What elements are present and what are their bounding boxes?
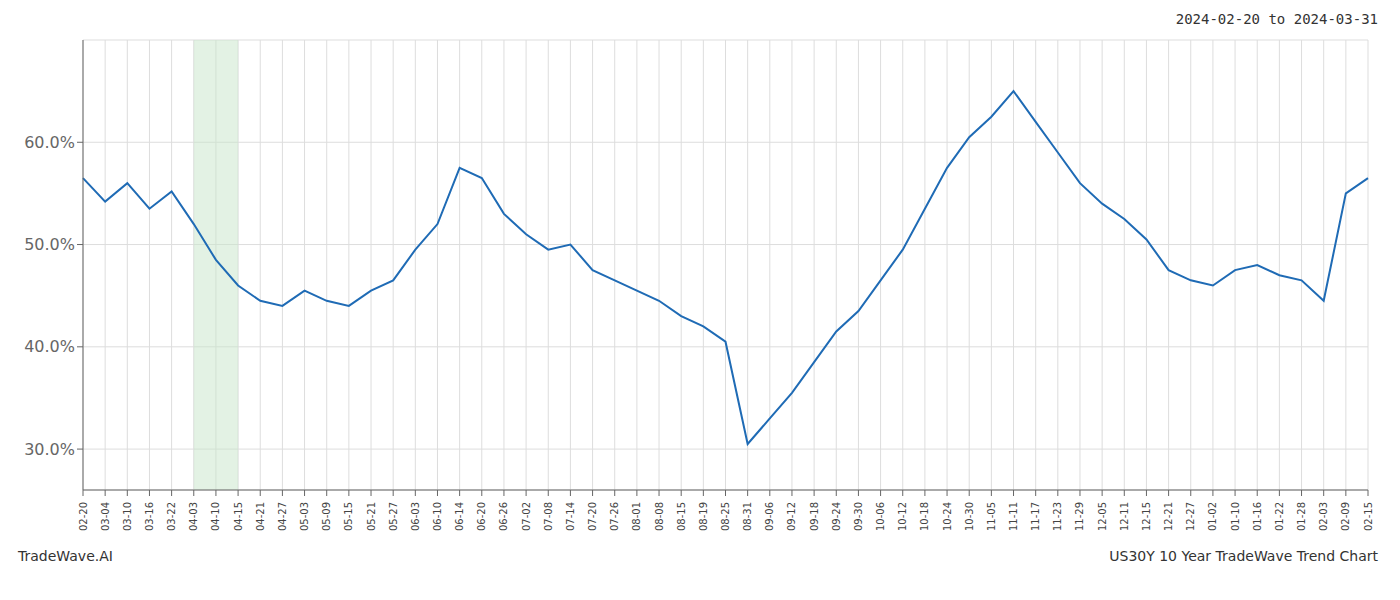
svg-text:02-15: 02-15: [1363, 502, 1374, 531]
svg-text:06-20: 06-20: [476, 502, 487, 531]
svg-text:05-21: 05-21: [366, 502, 377, 531]
html-text:TradeWave.AI: TradeWave.AI: [18, 548, 113, 564]
svg-text:06-26: 06-26: [498, 502, 509, 531]
svg-text:04-27: 04-27: [277, 502, 288, 531]
svg-text:02-09: 02-09: [1340, 502, 1351, 531]
svg-text:03-10: 03-10: [122, 502, 133, 531]
svg-text:09-18: 09-18: [809, 502, 820, 531]
svg-text:12-27: 12-27: [1185, 502, 1196, 531]
svg-text:05-27: 05-27: [388, 502, 399, 531]
svg-text:08-19: 08-19: [698, 502, 709, 531]
svg-text:09-12: 09-12: [786, 502, 797, 531]
svg-text:12-11: 12-11: [1119, 502, 1130, 531]
svg-text:10-30: 10-30: [964, 502, 975, 531]
svg-text:11-29: 11-29: [1074, 502, 1085, 531]
html-text:2024-02-20 to 2024-03-31: 2024-02-20 to 2024-03-31: [1175, 11, 1378, 27]
svg-text:50.0%: 50.0%: [24, 235, 75, 254]
svg-text:08-31: 08-31: [742, 502, 753, 531]
svg-text:05-15: 05-15: [343, 502, 354, 531]
svg-text:08-01: 08-01: [631, 502, 642, 531]
svg-text:10-12: 10-12: [897, 502, 908, 531]
svg-text:01-22: 01-22: [1274, 502, 1285, 531]
svg-text:10-18: 10-18: [919, 502, 930, 531]
svg-text:03-22: 03-22: [166, 502, 177, 531]
svg-text:01-16: 01-16: [1252, 502, 1263, 531]
svg-text:04-10: 04-10: [210, 502, 221, 531]
svg-text:08-15: 08-15: [676, 502, 687, 531]
svg-text:11-23: 11-23: [1052, 502, 1063, 531]
svg-text:07-08: 07-08: [543, 502, 554, 531]
svg-text:10-24: 10-24: [942, 502, 953, 531]
svg-text:40.0%: 40.0%: [24, 337, 75, 356]
svg-text:09-06: 09-06: [764, 502, 775, 531]
svg-text:02-20: 02-20: [78, 502, 89, 531]
svg-text:01-10: 01-10: [1230, 502, 1241, 531]
svg-text:07-20: 07-20: [587, 502, 598, 531]
svg-text:04-21: 04-21: [255, 502, 266, 531]
svg-text:08-08: 08-08: [654, 502, 665, 531]
svg-text:30.0%: 30.0%: [24, 440, 75, 459]
svg-text:11-17: 11-17: [1030, 502, 1041, 531]
svg-text:03-16: 03-16: [144, 502, 155, 531]
svg-text:06-14: 06-14: [454, 502, 465, 531]
svg-text:04-03: 04-03: [188, 502, 199, 531]
svg-text:02-03: 02-03: [1318, 502, 1329, 531]
svg-text:04-15: 04-15: [233, 502, 244, 531]
svg-text:07-02: 07-02: [521, 502, 532, 531]
svg-text:12-15: 12-15: [1141, 502, 1152, 531]
svg-text:11-05: 11-05: [986, 502, 997, 531]
svg-text:03-04: 03-04: [100, 502, 111, 531]
svg-text:05-09: 05-09: [321, 502, 332, 531]
svg-text:01-02: 01-02: [1207, 502, 1218, 531]
svg-text:12-05: 12-05: [1097, 502, 1108, 531]
svg-text:08-25: 08-25: [720, 502, 731, 531]
svg-text:60.0%: 60.0%: [24, 133, 75, 152]
svg-text:07-14: 07-14: [565, 502, 576, 531]
svg-text:06-10: 06-10: [432, 502, 443, 531]
svg-text:07-26: 07-26: [609, 502, 620, 531]
svg-text:09-30: 09-30: [853, 502, 864, 531]
svg-text:06-03: 06-03: [410, 502, 421, 531]
svg-text:09-24: 09-24: [831, 502, 842, 531]
svg-text:12-21: 12-21: [1163, 502, 1174, 531]
svg-text:10-06: 10-06: [875, 502, 886, 531]
svg-text:01-28: 01-28: [1296, 502, 1307, 531]
svg-text:11-11: 11-11: [1008, 502, 1019, 531]
html-text:US30Y 10 Year TradeWave Trend: US30Y 10 Year TradeWave Trend Chart: [1109, 548, 1378, 564]
svg-text:05-03: 05-03: [299, 502, 310, 531]
